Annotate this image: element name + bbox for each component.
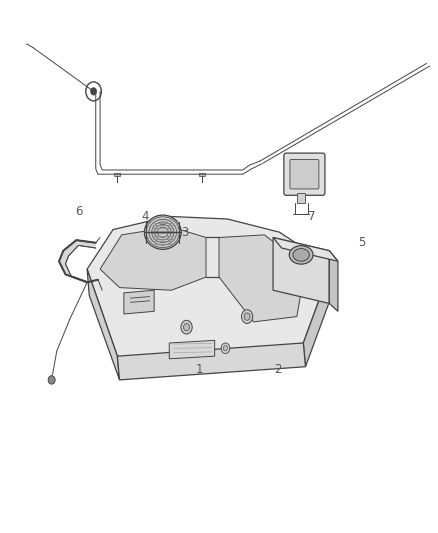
Polygon shape bbox=[114, 173, 120, 176]
Polygon shape bbox=[100, 227, 206, 290]
Text: 4: 4 bbox=[142, 210, 149, 223]
FancyBboxPatch shape bbox=[290, 159, 319, 189]
Polygon shape bbox=[117, 343, 305, 380]
Text: 2: 2 bbox=[274, 363, 281, 376]
Polygon shape bbox=[219, 235, 305, 322]
Polygon shape bbox=[59, 240, 98, 282]
Ellipse shape bbox=[145, 215, 181, 249]
Ellipse shape bbox=[289, 246, 313, 264]
Polygon shape bbox=[273, 238, 338, 261]
Text: 7: 7 bbox=[308, 210, 316, 223]
Polygon shape bbox=[87, 269, 120, 380]
Circle shape bbox=[244, 313, 250, 320]
Text: 1: 1 bbox=[196, 363, 203, 376]
Text: 3: 3 bbox=[181, 225, 188, 239]
Circle shape bbox=[184, 324, 190, 331]
Circle shape bbox=[48, 376, 55, 384]
Polygon shape bbox=[199, 173, 205, 176]
Polygon shape bbox=[329, 251, 338, 311]
Text: 6: 6 bbox=[75, 205, 82, 217]
Circle shape bbox=[223, 345, 228, 351]
Polygon shape bbox=[297, 192, 305, 203]
Polygon shape bbox=[169, 341, 215, 359]
Circle shape bbox=[221, 343, 230, 353]
Circle shape bbox=[91, 88, 97, 95]
Polygon shape bbox=[273, 238, 329, 303]
Polygon shape bbox=[87, 216, 332, 364]
Circle shape bbox=[241, 310, 253, 324]
Polygon shape bbox=[124, 290, 154, 314]
Circle shape bbox=[181, 320, 192, 334]
Polygon shape bbox=[304, 266, 334, 367]
Ellipse shape bbox=[293, 248, 309, 261]
Text: 5: 5 bbox=[358, 236, 365, 249]
FancyBboxPatch shape bbox=[284, 153, 325, 195]
